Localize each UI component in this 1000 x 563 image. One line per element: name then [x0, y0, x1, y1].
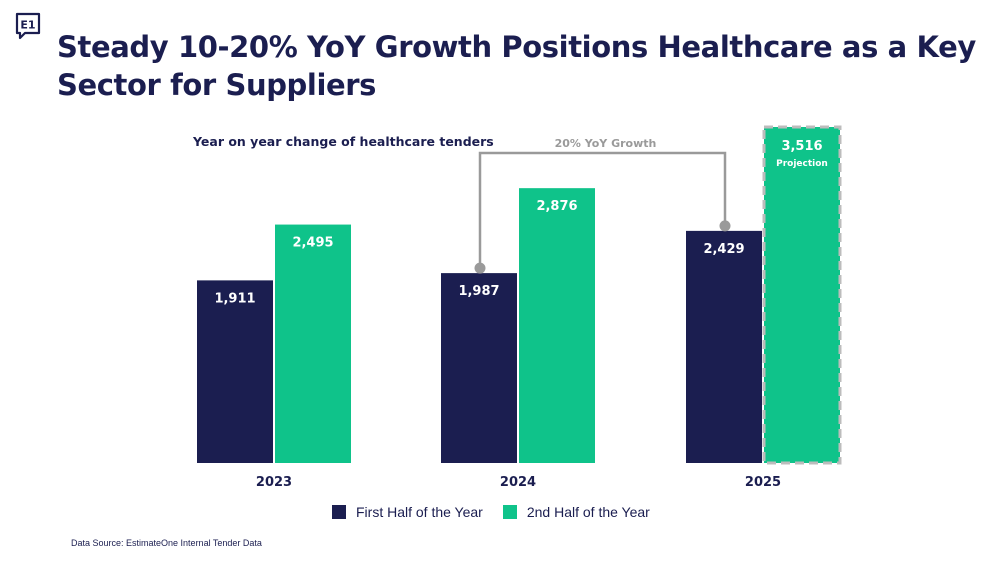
- bar-2025-second-half: [762, 125, 842, 465]
- page-title: Steady 10-20% YoY Growth Positions Healt…: [57, 30, 976, 102]
- yoy-growth-annotation: 20% YoY Growth: [555, 137, 657, 150]
- data-source-note: Data Source: EstimateOne Internal Tender…: [71, 538, 262, 548]
- logo-text: E1: [20, 19, 35, 32]
- bar-2024-first-half: [441, 273, 517, 463]
- data-label-2024-second-half: 2,876: [536, 199, 577, 214]
- projection-label: Projection: [776, 159, 828, 169]
- legend-label-first-half: First Half of the Year: [356, 504, 483, 520]
- data-label-2023-second-half: 2,495: [292, 236, 333, 251]
- legend-item-first-half: First Half of the Year: [332, 504, 483, 520]
- legend-swatch-first-half: [332, 505, 346, 519]
- yoy-bracket-start-dot: [474, 262, 486, 274]
- bar-2025-first-half: [686, 230, 762, 463]
- chart-title: Year on year change of healthcare tender…: [192, 134, 494, 149]
- x-tick-label-2024: 2024: [500, 475, 536, 490]
- x-tick-label-2025: 2025: [745, 475, 781, 490]
- data-label-2024-first-half: 1,987: [458, 284, 499, 299]
- estimateone-logo: E1: [15, 12, 41, 40]
- bar-2024-second-half: [519, 188, 595, 464]
- bar-2023-first-half: [197, 280, 273, 463]
- x-tick-label-2023: 2023: [256, 475, 292, 490]
- bar-2023-second-half: [275, 224, 351, 463]
- legend-item-second-half: 2nd Half of the Year: [502, 504, 650, 520]
- yoy-growth-bracket: [478, 151, 727, 269]
- data-label-2025-first-half: 2,429: [703, 242, 744, 257]
- data-label-2025-second-half: 3,516: [781, 139, 822, 154]
- legend-label-second-half: 2nd Half of the Year: [526, 504, 650, 520]
- data-label-2023-first-half: 1,911: [214, 291, 255, 306]
- legend-swatch-second-half: [502, 505, 517, 519]
- chart-legend: First Half of the Year 2nd Half of the Y…: [332, 504, 670, 520]
- yoy-bracket-end-dot: [719, 220, 731, 232]
